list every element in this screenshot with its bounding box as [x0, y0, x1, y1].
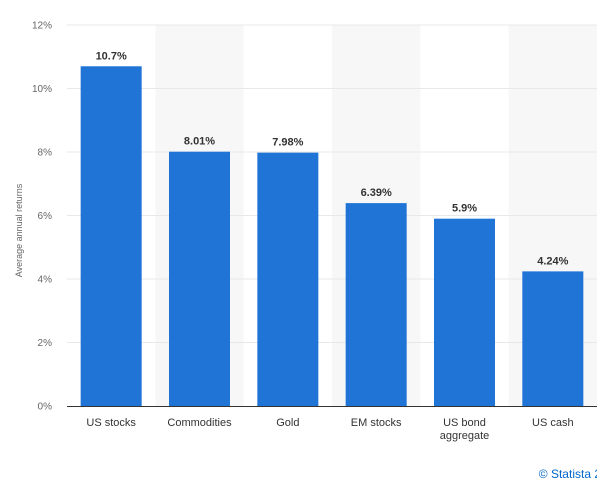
- y-tick-label: 2%: [38, 338, 53, 349]
- bar[interactable]: [80, 66, 142, 407]
- y-tick-label: 10%: [32, 84, 52, 95]
- data-label: 7.98%: [272, 137, 303, 149]
- x-tick-label: Commodities: [167, 417, 232, 429]
- statista-credit[interactable]: © Statista 2: [538, 467, 597, 481]
- data-label: 6.39%: [361, 187, 392, 199]
- data-label: 10.7%: [96, 50, 127, 62]
- y-tick-label: 12%: [32, 21, 52, 32]
- y-tick-label: 4%: [38, 275, 53, 286]
- y-axis-ticks: 0% 2% 4% 6% 8% 10% 12%: [32, 21, 52, 413]
- x-tick-label: US stocks: [86, 417, 136, 429]
- data-label: 5.9%: [452, 203, 477, 215]
- x-tick-label: EM stocks: [351, 417, 402, 429]
- bar[interactable]: [522, 271, 584, 406]
- bar[interactable]: [257, 152, 319, 406]
- y-tick-label: 8%: [38, 148, 53, 159]
- bars: [80, 66, 584, 407]
- gridlines: [67, 24, 597, 343]
- y-tick-label: 6%: [38, 211, 53, 222]
- bar[interactable]: [434, 218, 495, 406]
- y-tick-label: 0%: [38, 402, 53, 413]
- bar[interactable]: [169, 151, 230, 406]
- y-axis-title: Average annual returns: [14, 183, 24, 277]
- x-tick-label: Gold: [276, 417, 299, 429]
- data-labels: 10.7% 8.01% 7.98% 6.39% 5.9% 4.24%: [96, 50, 569, 267]
- data-label: 4.24%: [537, 255, 568, 267]
- x-tick-label: US bond aggregate: [440, 417, 490, 442]
- data-label: 8.01%: [184, 136, 215, 148]
- x-axis-labels: US stocks Commodities Gold EM stocks US bond…: [86, 417, 573, 442]
- x-tick-label: US cash: [532, 417, 574, 429]
- bar[interactable]: [345, 203, 407, 406]
